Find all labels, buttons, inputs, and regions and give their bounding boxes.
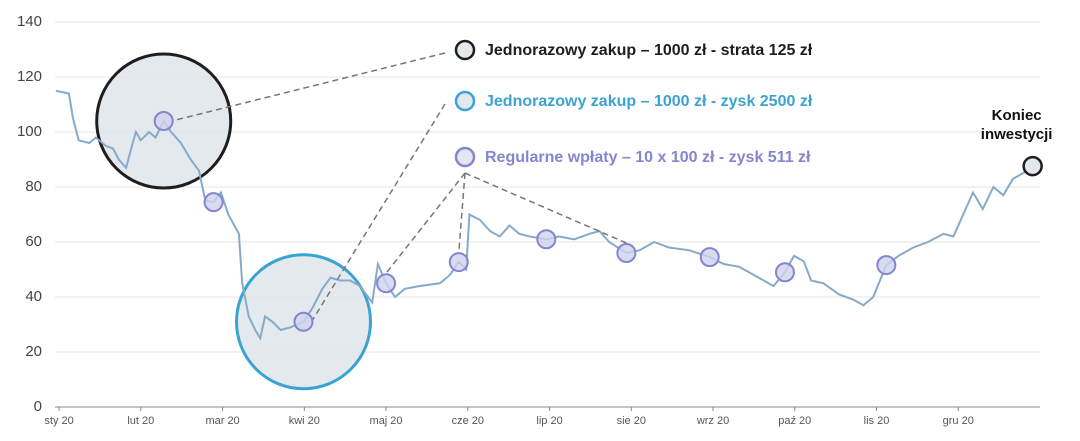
deposit-marker: [203, 192, 224, 213]
x-tick-label: lip 20: [536, 415, 562, 427]
x-tick-label: sie 20: [617, 415, 646, 427]
x-tick-label: mar 20: [205, 415, 239, 427]
deposit-marker: [616, 243, 637, 263]
y-tick-label: 120: [17, 68, 42, 85]
deposit-marker: [153, 111, 174, 131]
connector: [310, 103, 446, 323]
legend-marker: [454, 146, 476, 168]
legend-marker: [454, 39, 476, 61]
y-tick-label: 140: [17, 13, 42, 30]
end-marker: [1022, 155, 1043, 177]
deposit-marker: [536, 229, 557, 250]
y-tick-label: 0: [34, 398, 42, 415]
x-tick-label: cze 20: [452, 415, 484, 427]
deposit-marker: [876, 255, 897, 276]
x-tick-label: sty 20: [44, 415, 73, 427]
end-label: Koniec: [992, 107, 1042, 124]
x-tick-label: lut 20: [127, 415, 154, 427]
y-tick-label: 80: [25, 178, 42, 195]
x-tick-label: kwi 20: [289, 415, 320, 427]
x-tick-label: gru 20: [943, 415, 974, 427]
connector: [458, 172, 466, 253]
deposit-marker: [699, 247, 720, 268]
legend-label: Jednorazowy zakup – 1000 zł - zysk 2500 …: [485, 93, 813, 110]
deposit-marker: [293, 311, 314, 332]
y-tick-label: 40: [25, 288, 42, 305]
legend-label: Jednorazowy zakup – 1000 zł - strata 125…: [485, 42, 813, 59]
deposit-marker: [376, 273, 397, 294]
legend-marker: [454, 90, 476, 112]
deposit-marker: [774, 262, 795, 283]
x-tick-label: paź 20: [778, 415, 811, 427]
connector: [171, 52, 446, 122]
y-tick-label: 60: [25, 233, 42, 250]
deposit-marker: [448, 252, 469, 273]
x-tick-label: lis 20: [864, 415, 890, 427]
x-tick-label: wrz 20: [696, 415, 729, 427]
y-tick-label: 100: [17, 123, 42, 140]
legend-label: Regularne wpłaty – 10 x 100 zł - zysk 51…: [485, 149, 811, 166]
connector: [385, 172, 466, 274]
y-tick-label: 20: [25, 343, 42, 360]
end-label: inwestycji: [981, 126, 1053, 143]
x-tick-label: maj 20: [370, 415, 403, 427]
